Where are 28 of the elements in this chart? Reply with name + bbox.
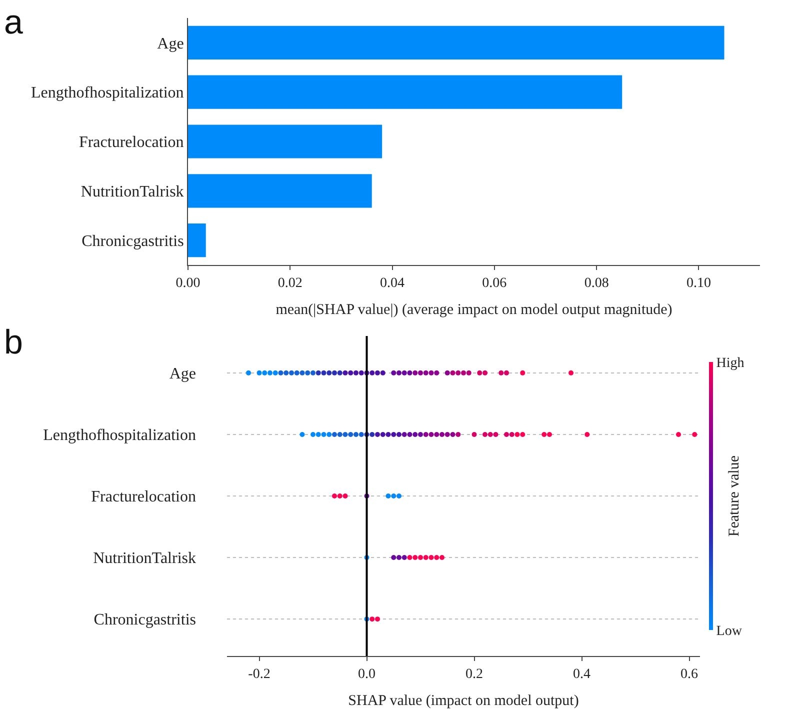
y-tick-label: NutritionTalrisk (80, 184, 184, 200)
x-tick-label: 0.2 (466, 666, 483, 682)
x-tick-label: 0.10 (686, 276, 711, 291)
y-tick-label: Fracturelocation (91, 488, 196, 506)
x-tick-label: -0.2 (248, 666, 270, 682)
chart-title: b (4, 324, 23, 362)
y-tick-label: Age (157, 35, 184, 52)
x-tick-label: 0.06 (482, 276, 507, 291)
x-tick-label: 0.04 (380, 276, 405, 291)
y-tick-label: Age (169, 366, 196, 383)
x-tick-label: 0.0 (358, 666, 376, 682)
x-axis-title: SHAP value (impact on model output) (348, 693, 579, 709)
color-bar-label: Low (716, 624, 743, 639)
y-tick-label: NutritionTalrisk (93, 550, 196, 568)
chart-title: a (4, 3, 23, 42)
y-tick-label: Lengthofhospitalization (43, 427, 196, 444)
color-bar-label: High (716, 356, 744, 371)
x-tick-label: 0.4 (573, 666, 590, 682)
y-tick-label: Chronicgastritis (82, 232, 184, 250)
y-tick-label: Fracturelocation (78, 134, 184, 152)
x-tick-label: 0.6 (680, 666, 698, 682)
color-bar-title: Feature value (726, 455, 742, 537)
x-axis-title: mean(|SHAP value|) (average impact on model output magnitude) (276, 302, 672, 318)
x-tick-label: 0.00 (176, 276, 200, 291)
x-tick-label: 0.08 (584, 276, 609, 291)
x-tick-label: 0.02 (278, 276, 302, 291)
y-tick-label: Lengthofhospitalization (30, 84, 184, 102)
y-tick-label: Chronicgastritis (94, 612, 196, 629)
